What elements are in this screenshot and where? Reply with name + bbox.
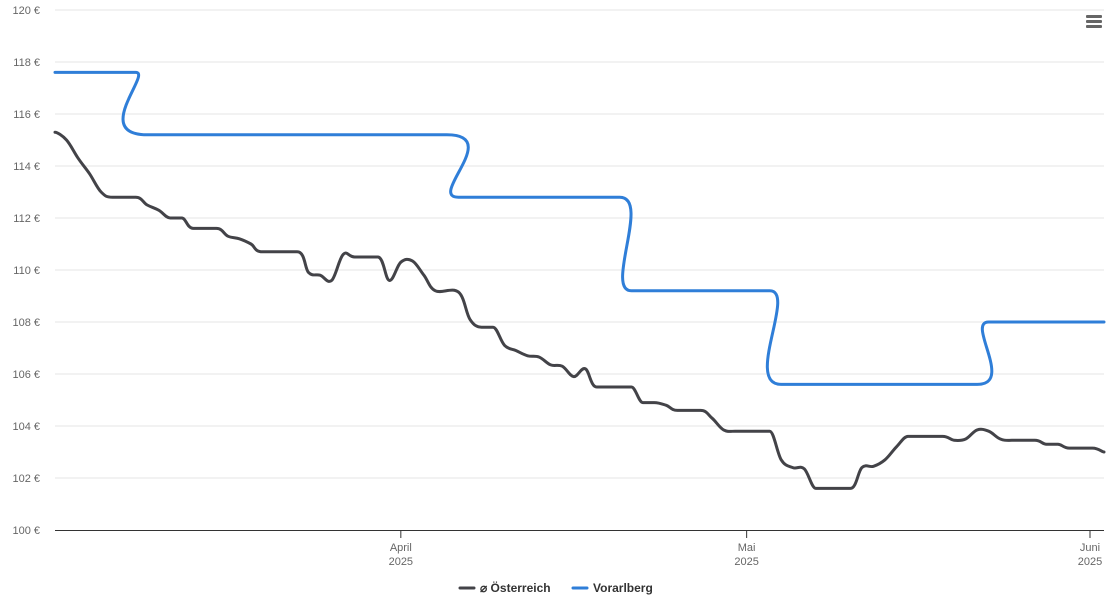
x-tick-year-label: 2025 [734,556,758,568]
hamburger-menu-icon[interactable] [1080,10,1106,34]
y-tick-label: 110 € [13,265,40,277]
x-axis: April 2025 Mai 2025 Juni 2025 [55,530,1104,568]
x-tick-label: Juni [1080,542,1100,554]
legend-item-vorarlberg[interactable]: Vorarlberg [571,581,653,595]
x-tick-label: April [390,542,412,554]
series-line-oesterreich[interactable] [53,130,1106,490]
x-tick-label: Mai [738,542,756,554]
grid [55,9,1104,479]
series-lines [53,70,1106,490]
y-tick-label: 104 € [12,421,40,433]
y-tick-label: 118 € [13,57,40,69]
y-axis: 100 € 102 € 104 € 106 € 108 € 110 € 112 € 114 €… [12,5,40,537]
y-tick-label: 108 € [12,317,40,329]
legend-label: Vorarlberg [593,581,653,595]
y-tick-label: 116 € [13,109,40,121]
x-tick-year-label: 2025 [1078,556,1102,568]
y-tick-label: 114 € [13,161,40,173]
y-tick-label: 120 € [12,5,40,17]
legend-label: ⌀ Österreich [480,580,551,595]
x-tick-year-label: 2025 [389,556,413,568]
legend: ⌀ Österreich Vorarlberg [458,580,653,595]
series-line-vorarlberg[interactable] [53,70,1106,386]
y-tick-label: 100 € [12,525,40,537]
y-tick-label: 112 € [13,213,40,225]
y-tick-label: 102 € [12,473,40,485]
y-tick-label: 106 € [12,369,40,381]
legend-item-oesterreich[interactable]: ⌀ Österreich [458,580,551,595]
